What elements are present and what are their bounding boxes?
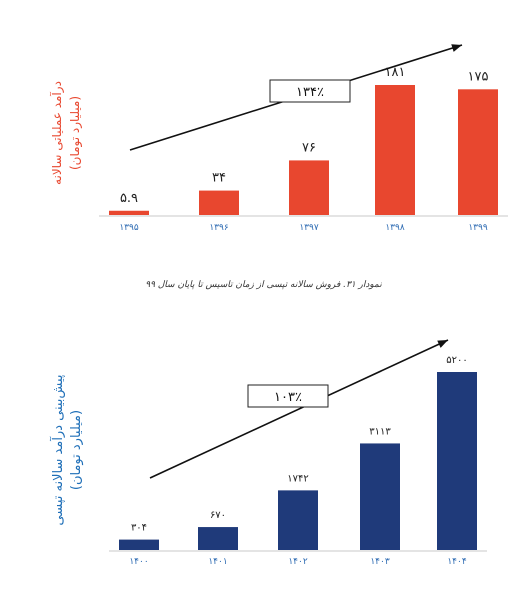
chart1-y-axis-label-line2: (میلیارد تومان): [68, 95, 82, 171]
chart2-y-axis-label-line2: (میلیارد تومان): [69, 409, 84, 491]
chart2-bar-2: [198, 527, 238, 550]
chart1-y-axis-label: درآمد عملیاتی سالانه (میلیارد تومان): [48, 53, 88, 213]
chart1-bar-5: [458, 89, 498, 215]
figure-caption: نمودار ۳۱. فروش سالانه تپسی از زمان تاسی…: [145, 280, 382, 290]
chart2-category-label-1: ۱۴۰۰: [129, 557, 148, 567]
chart1-category-label-5: ۱۳۹۹: [468, 223, 488, 233]
chart2-bar-1: [119, 539, 159, 550]
chart2-trend-arrow-head: [437, 340, 448, 348]
chart2-bar-5: [437, 372, 477, 550]
chart2-trend-arrow-line: [149, 339, 449, 479]
chart1-data-label-3: ۷۶: [302, 140, 316, 155]
chart1-trend-arrow-head: [451, 44, 462, 52]
chart2-growth-box: [247, 384, 329, 408]
chart2-category-label-5: ۱۴۰۴: [447, 557, 467, 567]
chart2-bar-4: [360, 443, 400, 550]
chart1-data-label-1: ۵.۹: [120, 191, 138, 206]
chart1-growth-box: [269, 79, 351, 103]
chart2-y-axis-label-line1: پیش‌بینی درآمد سالانه تپسی: [51, 374, 66, 526]
chart2-category-label-3: ۱۴۰۲: [288, 557, 308, 567]
chart1-category-label-4: ۱۳۹۸: [385, 223, 405, 233]
chart2-growth-label: ۱۰۳٪: [274, 390, 302, 405]
chart1-data-label-2: ۳۴: [212, 171, 226, 186]
chart1-growth-label: ۱۳۴٪: [296, 85, 324, 100]
chart1-category-label-1: ۱۳۹۵: [119, 223, 139, 233]
chart2-data-label-2: ۶۷۰: [210, 510, 226, 521]
chart2-y-axis-label: پیش‌بینی درآمد سالانه تپسی (میلیارد توما…: [50, 360, 90, 540]
chart2-data-label-4: ۳۱۱۳: [369, 426, 391, 437]
chart1-category-label-3: ۱۳۹۷: [299, 223, 319, 233]
chart1-bar-2: [199, 190, 239, 215]
chart1-bar-3: [289, 160, 329, 215]
chart2-data-label-1: ۳۰۴: [131, 523, 147, 534]
chart1-bar-4: [375, 85, 415, 215]
chart2-bar-3: [278, 490, 318, 550]
chart2-data-label-3: ۱۷۴۲: [287, 473, 308, 484]
chart1-category-label-2: ۱۳۹۶: [209, 223, 229, 233]
chart1-bar-1: [109, 210, 149, 215]
chart2-category-label-4: ۱۴۰۳: [370, 557, 390, 567]
chart2-data-label-5: ۵۲۰۰: [446, 355, 467, 366]
chart1-data-label-5: ۱۷۵: [468, 69, 489, 84]
chart1-y-axis-label-line1: درآمد عملیاتی سالانه: [50, 81, 64, 185]
chart1-data-label-4: ۱۸۱: [385, 65, 406, 80]
chart2-category-label-2: ۱۴۰۱: [208, 557, 227, 567]
